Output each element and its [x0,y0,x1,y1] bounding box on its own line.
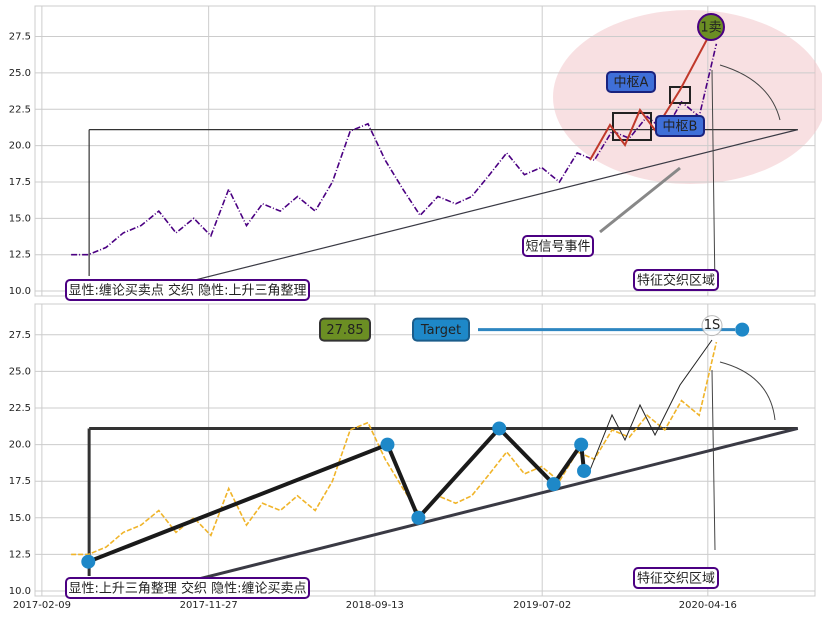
sell-label: 1卖 [700,21,721,36]
arrow [599,166,681,234]
y-tick-label: 22.5 [9,104,31,115]
target-value: 27.85 [326,323,363,338]
support-line [138,427,799,596]
target-label: Target [420,323,461,338]
price-line [71,341,718,556]
y-tick-label: 15.0 [9,213,31,224]
pivot [574,437,589,452]
y-tick-label: 10.0 [9,586,31,597]
x-tick-label: 2018-09-13 [346,600,404,611]
target-value-box [319,317,371,342]
pivot [380,437,395,452]
zone-label-box [633,269,719,291]
pattern-label-box [65,279,310,301]
x-tick-label: 2019-07-02 [513,600,571,611]
zone-label: 特征交织区域 [637,273,715,289]
zigzag [589,339,713,471]
pivot [81,554,96,569]
event-label: 短信号事件 [525,240,590,255]
y-tick-label: 20.0 [9,141,31,152]
zigzag [589,29,713,161]
plot-area [34,303,816,597]
x-tick-label: 2017-02-09 [13,600,71,611]
y-tick-label: 15.0 [9,513,31,524]
y-tick-label: 12.5 [9,250,31,261]
y-tick-label: 25.0 [9,68,31,79]
center-b [669,86,691,104]
center-a [612,112,652,141]
center-b-label-box [655,115,705,137]
center-a-label-box [606,71,656,93]
pivot [546,477,561,492]
pivot [735,322,750,337]
y-tick-label: 27.5 [9,32,31,43]
pattern-label: 显性:缠论买卖点 交织 隐性:上升三角整理 [68,283,306,299]
price-line [71,43,718,256]
sell-point [697,13,725,41]
pattern-label-box [65,577,310,599]
support-line [138,129,798,295]
x-tick-label: 2017-11-27 [180,600,238,611]
pivot [577,463,592,478]
event-label-box [522,235,594,257]
y-tick-label: 12.5 [9,549,31,560]
pattern-label: 显性:上升三角整理 交织 隐性:缠论买卖点 [68,581,306,597]
signal-label: 1S [704,318,721,333]
y-tick-label: 20.0 [9,440,31,451]
signal-point [701,315,723,337]
arrow [711,361,776,551]
pivot [492,421,507,436]
y-tick-label: 17.5 [9,476,31,487]
y-tick-label: 10.0 [9,286,31,297]
y-tick-label: 22.5 [9,403,31,414]
arrow [711,64,781,291]
y-tick-label: 17.5 [9,177,31,188]
x-tick-label: 2020-04-16 [679,600,737,611]
zone-label: 特征交织区域 [637,571,715,587]
y-tick-label: 25.0 [9,366,31,377]
center-a-label: 中枢A [614,76,649,91]
center-b-label: 中枢B [663,120,698,135]
zone-label-box [633,567,719,589]
target-label-box [412,317,470,342]
y-tick-label: 27.5 [9,330,31,341]
pivot [411,510,426,525]
